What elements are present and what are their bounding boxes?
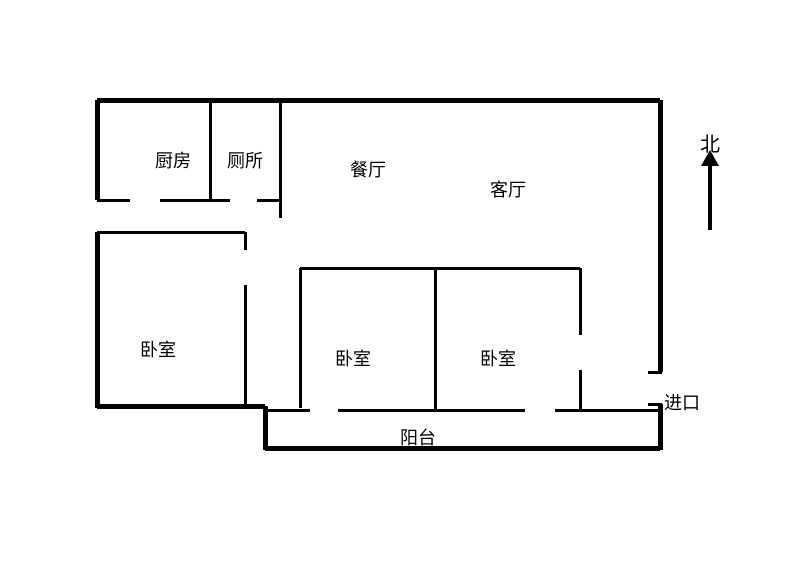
label-balcony: 阳台 xyxy=(400,424,436,450)
wall-bedroom-m-left xyxy=(299,268,302,408)
wall-bedroom-e-right-lo xyxy=(579,370,582,410)
wall-row-top-bottom-right xyxy=(257,199,280,202)
wall-outer-top xyxy=(97,98,660,103)
wall-bedroom-m-right xyxy=(434,268,437,410)
wall-mid-horizontal-left xyxy=(97,231,245,234)
label-kitchen: 厨房 xyxy=(155,147,191,173)
label-dining: 餐厅 xyxy=(350,156,386,182)
wall-bedroom-w-right-up xyxy=(244,232,247,250)
label-bedroom-e: 卧室 xyxy=(480,345,516,371)
wall-bedroom-w-bottom xyxy=(97,404,265,409)
wall-outer-left-lower xyxy=(95,232,100,408)
label-toilet: 厕所 xyxy=(227,147,263,173)
wall-kitchen-right xyxy=(209,100,212,200)
wall-bedrooms-top xyxy=(300,267,580,270)
wall-row-top-bottom-left xyxy=(97,199,130,202)
wall-outer-right-tick-bot xyxy=(648,403,662,406)
wall-bedroom-e-right-up xyxy=(579,268,582,335)
label-bedroom-m: 卧室 xyxy=(335,345,371,371)
wall-balcony-top-left xyxy=(265,409,310,412)
compass-arrow-shaft xyxy=(708,164,712,230)
entrance-label: 进口 xyxy=(664,389,700,415)
wall-outer-left-upper xyxy=(95,100,100,200)
label-living: 客厅 xyxy=(490,176,526,202)
wall-balcony-top-right xyxy=(555,409,660,412)
wall-balcony-top-mid xyxy=(338,409,525,412)
wall-bedroom-w-right-lo xyxy=(244,285,247,408)
wall-toilet-right xyxy=(279,100,282,218)
wall-outer-bottom xyxy=(265,446,660,451)
wall-row-top-bottom-mid xyxy=(160,199,230,202)
wall-outer-right-tick-top xyxy=(648,371,662,374)
wall-outer-right-upper xyxy=(658,100,663,372)
floorplan-canvas: 厨房厕所餐厅客厅卧室卧室卧室阳台进口北 xyxy=(0,0,799,581)
compass-arrow-head xyxy=(701,150,719,166)
label-bedroom-w: 卧室 xyxy=(140,336,176,362)
wall-balcony-left xyxy=(263,406,268,450)
